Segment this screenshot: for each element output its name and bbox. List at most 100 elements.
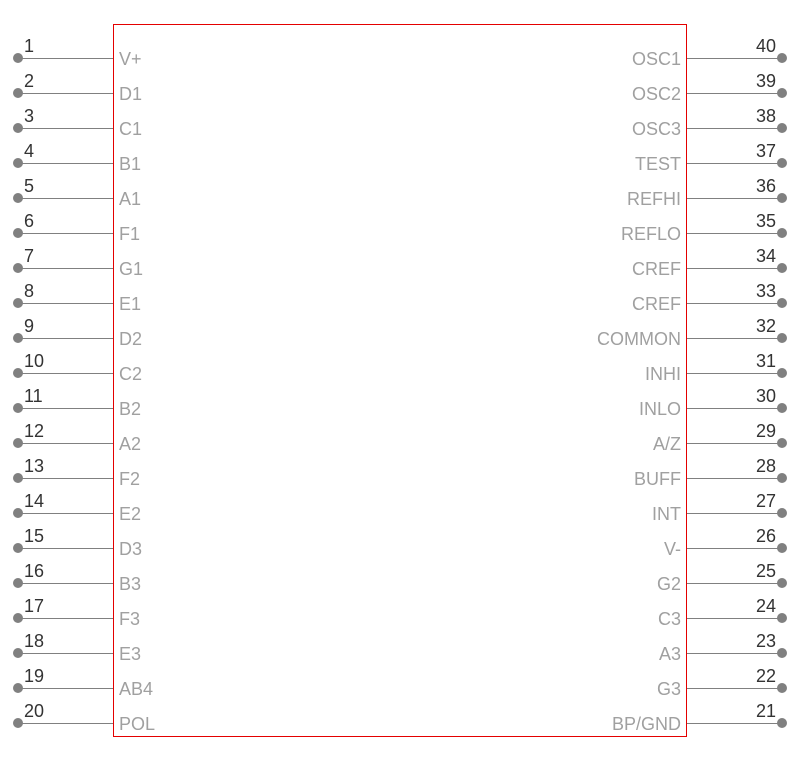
pin-label: INLO: [639, 399, 681, 420]
pin-number: 16: [24, 561, 44, 582]
pin-lead: [687, 373, 782, 374]
pin-lead: [687, 233, 782, 234]
pin-number: 10: [24, 351, 44, 372]
pin-number: 11: [24, 386, 43, 407]
pin-dot: [13, 123, 23, 133]
pin-lead: [18, 338, 113, 339]
pin-dot: [777, 298, 787, 308]
pin-number: 17: [24, 596, 44, 617]
pin-label: INT: [652, 504, 681, 525]
pin-label: F2: [119, 469, 140, 490]
pin-label: CREF: [632, 294, 681, 315]
pin-lead: [687, 723, 782, 724]
pin-dot: [13, 613, 23, 623]
pin-lead: [18, 583, 113, 584]
pin-label: E2: [119, 504, 141, 525]
pin-dot: [13, 333, 23, 343]
pin-dot: [777, 193, 787, 203]
pin-lead: [687, 478, 782, 479]
pin-dot: [777, 578, 787, 588]
pin-lead: [18, 198, 113, 199]
pin-dot: [13, 368, 23, 378]
pin-dot: [777, 718, 787, 728]
pin-dot: [777, 438, 787, 448]
pin-label: B3: [119, 574, 141, 595]
pin-lead: [687, 688, 782, 689]
pin-dot: [777, 683, 787, 693]
pin-number: 38: [756, 106, 776, 127]
pin-number: 31: [756, 351, 776, 372]
pin-lead: [687, 163, 782, 164]
pin-label: POL: [119, 714, 155, 735]
pin-number: 15: [24, 526, 44, 547]
pin-label: C1: [119, 119, 142, 140]
pin-lead: [687, 653, 782, 654]
pin-lead: [687, 443, 782, 444]
pin-dot: [777, 123, 787, 133]
pin-dot: [13, 578, 23, 588]
pin-label: BUFF: [634, 469, 681, 490]
pin-label: OSC2: [632, 84, 681, 105]
pin-label: D2: [119, 329, 142, 350]
pin-dot: [13, 158, 23, 168]
pin-lead: [18, 373, 113, 374]
pin-dot: [13, 683, 23, 693]
pin-lead: [18, 478, 113, 479]
pin-lead: [687, 58, 782, 59]
pin-dot: [13, 403, 23, 413]
pin-lead: [687, 548, 782, 549]
pin-label: TEST: [635, 154, 681, 175]
pin-lead: [687, 93, 782, 94]
pin-number: 23: [756, 631, 776, 652]
pin-label: F3: [119, 609, 140, 630]
pin-dot: [777, 648, 787, 658]
pin-lead: [18, 443, 113, 444]
pin-lead: [687, 513, 782, 514]
pin-dot: [13, 53, 23, 63]
pin-dot: [777, 228, 787, 238]
pin-dot: [777, 543, 787, 553]
pin-lead: [687, 198, 782, 199]
pin-number: 30: [756, 386, 776, 407]
pin-label: B2: [119, 399, 141, 420]
pin-dot: [13, 473, 23, 483]
pin-label: A3: [659, 644, 681, 665]
pin-number: 6: [24, 211, 34, 232]
pin-lead: [687, 268, 782, 269]
pin-number: 39: [756, 71, 776, 92]
pin-number: 7: [24, 246, 34, 267]
pin-dot: [777, 263, 787, 273]
pin-lead: [687, 408, 782, 409]
pin-dot: [13, 228, 23, 238]
pin-number: 27: [756, 491, 776, 512]
pin-number: 40: [756, 36, 776, 57]
pin-dot: [777, 53, 787, 63]
pin-label: G1: [119, 259, 143, 280]
pin-label: B1: [119, 154, 141, 175]
pin-label: A1: [119, 189, 141, 210]
pin-label: A2: [119, 434, 141, 455]
pin-dot: [13, 298, 23, 308]
pin-number: 8: [24, 281, 34, 302]
pin-number: 19: [24, 666, 44, 687]
pin-label: COMMON: [597, 329, 681, 350]
pin-lead: [18, 548, 113, 549]
pin-lead: [18, 723, 113, 724]
pin-label: INHI: [645, 364, 681, 385]
pin-label: G2: [657, 574, 681, 595]
pin-dot: [777, 333, 787, 343]
pin-number: 34: [756, 246, 776, 267]
pin-label: A/Z: [653, 434, 681, 455]
pin-label: D1: [119, 84, 142, 105]
pin-lead: [18, 408, 113, 409]
pin-dot: [777, 158, 787, 168]
pin-label: E3: [119, 644, 141, 665]
pin-dot: [777, 613, 787, 623]
pin-label: F1: [119, 224, 140, 245]
pin-number: 4: [24, 141, 34, 162]
pin-lead: [18, 688, 113, 689]
pin-label: C2: [119, 364, 142, 385]
pin-number: 14: [24, 491, 44, 512]
pin-label: G3: [657, 679, 681, 700]
pin-label: AB4: [119, 679, 153, 700]
